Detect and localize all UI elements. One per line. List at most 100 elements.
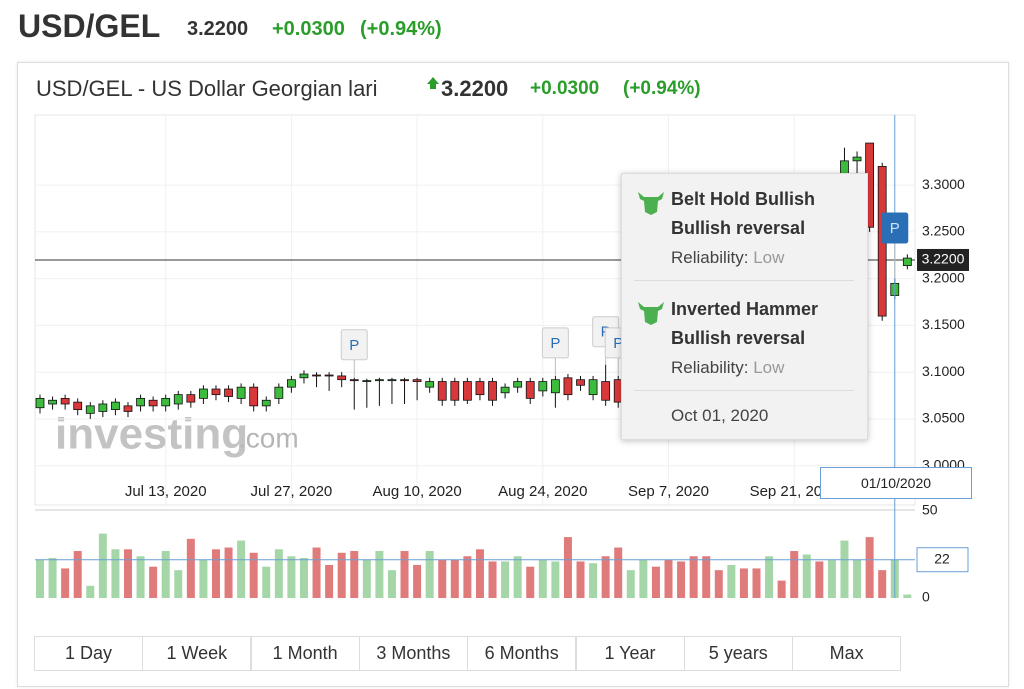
candle-body xyxy=(35,397,45,409)
x-tick-label: Aug 10, 2020 xyxy=(372,483,461,500)
candle-body xyxy=(85,405,95,414)
tooltip-date: Oct 01, 2020 xyxy=(671,406,769,425)
pattern-label: P xyxy=(349,337,359,354)
range-button[interactable]: 5 years xyxy=(683,636,793,671)
pattern-name: Belt Hold Bullish xyxy=(671,189,815,209)
reliability-label: Reliability: xyxy=(671,248,749,267)
volume-bar xyxy=(790,551,799,598)
volume-bar xyxy=(538,559,547,598)
candle-body xyxy=(48,399,57,405)
y-tick-label: 3.0500 xyxy=(922,410,965,426)
candle-body xyxy=(148,399,158,407)
volume-bar xyxy=(551,561,560,598)
volume-bar xyxy=(413,564,422,598)
candle-body xyxy=(550,379,560,394)
candle-body xyxy=(374,379,384,382)
range-button[interactable]: 3 Months xyxy=(358,636,468,671)
candle-body xyxy=(186,394,196,403)
pattern-marker xyxy=(541,327,569,359)
volume-bar xyxy=(488,561,497,598)
reliability-value: Low xyxy=(753,248,785,267)
title-change: +0.0300 xyxy=(530,78,600,99)
x-tick-label: Sep 21, 2020 xyxy=(750,483,839,500)
volume-bar xyxy=(714,570,723,598)
volume-bar xyxy=(425,551,434,598)
candle-body xyxy=(349,379,359,382)
volume-bar xyxy=(677,561,686,598)
x-tick-label: Sep 7, 2020 xyxy=(628,483,709,500)
range-button[interactable]: 6 Months xyxy=(467,636,577,671)
volume-bar xyxy=(475,549,484,598)
volume-bar xyxy=(463,556,472,598)
volume-tick-label: 0 xyxy=(922,589,930,605)
candle-body xyxy=(161,397,171,407)
volume-bar xyxy=(689,556,698,598)
volume-bar xyxy=(186,538,195,598)
volume-bar xyxy=(199,559,208,598)
candle-body xyxy=(852,156,862,162)
volume-bar xyxy=(639,559,648,598)
candle-body xyxy=(173,394,183,405)
divider xyxy=(634,280,854,281)
candle-body xyxy=(299,373,309,379)
pattern-name: Inverted Hammer xyxy=(671,299,819,319)
volume-bar xyxy=(61,568,70,598)
candle-body xyxy=(111,401,120,411)
volume-bar xyxy=(98,533,107,598)
range-button[interactable]: Max xyxy=(792,636,902,671)
change-pct: (+0.94%) xyxy=(360,18,442,40)
y-tick-label: 3.1500 xyxy=(922,316,965,332)
volume-bar xyxy=(237,540,246,598)
y-tick-label: 3.3000 xyxy=(922,176,965,192)
volume-bar xyxy=(903,594,912,598)
candle-body xyxy=(286,379,296,388)
candle-body xyxy=(563,377,573,396)
volume-bar xyxy=(815,561,824,598)
range-button[interactable]: 1 Day xyxy=(34,636,143,671)
pattern-kind: Bullish reversal xyxy=(671,218,806,238)
candle-body xyxy=(337,375,347,381)
candle-body xyxy=(199,388,208,399)
volume-bar xyxy=(576,561,585,598)
last-price-box xyxy=(917,248,969,271)
volume-bar xyxy=(878,570,887,598)
volume-bar xyxy=(865,537,874,598)
volume-bar xyxy=(161,551,170,598)
volume-bar xyxy=(739,568,748,598)
volume-bar xyxy=(48,557,57,598)
watermark: investing xyxy=(55,410,248,459)
volume-bar xyxy=(350,551,359,598)
range-button[interactable]: 1 Year xyxy=(575,636,685,671)
title-price: 3.2200 xyxy=(441,76,509,101)
candle-body xyxy=(588,379,598,396)
up-arrow xyxy=(427,77,439,89)
volume-value-label: 22 xyxy=(934,550,950,566)
divider xyxy=(634,390,854,391)
candle-body xyxy=(462,381,472,401)
candle-body xyxy=(211,388,221,396)
volume-bar xyxy=(563,537,572,598)
volume-bar xyxy=(123,549,132,598)
volume-bar xyxy=(111,549,120,598)
candle-body xyxy=(425,381,435,388)
candle-body xyxy=(312,374,321,377)
volume-bar xyxy=(727,564,736,598)
range-button[interactable]: 1 Month xyxy=(250,636,360,671)
reliability: Reliability: Low xyxy=(671,358,784,378)
price: 3.2200 xyxy=(187,18,249,40)
candle-body xyxy=(902,257,912,266)
volume-bar xyxy=(513,556,522,598)
volume-bar xyxy=(501,561,510,598)
candle-body xyxy=(525,381,535,399)
y-tick-label: 3.1000 xyxy=(922,363,965,379)
x-tick-label: Jul 13, 2020 xyxy=(125,483,207,500)
volume-bar xyxy=(400,551,409,598)
volume-bar xyxy=(325,564,334,598)
volume-bar xyxy=(86,585,95,598)
range-button[interactable]: 1 Week xyxy=(142,636,252,671)
volume-bar xyxy=(249,552,258,598)
volume-bar xyxy=(73,551,82,598)
candle-body xyxy=(98,403,108,412)
